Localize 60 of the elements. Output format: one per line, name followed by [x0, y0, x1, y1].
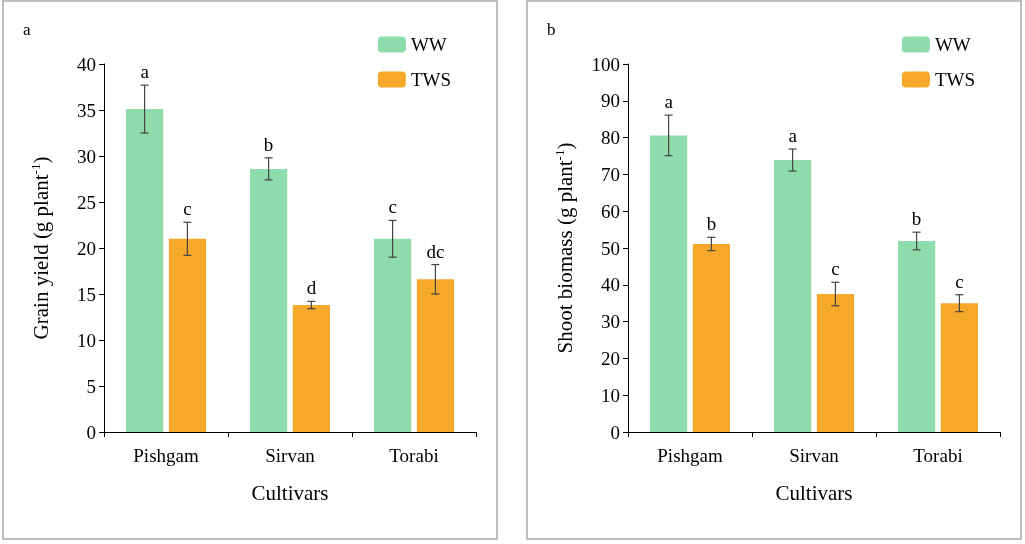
y-tick-label: 15	[77, 283, 96, 305]
y-tick-label: 10	[77, 329, 96, 351]
x-axis-title: Cultivars	[775, 480, 853, 505]
bar	[692, 243, 730, 432]
bar	[774, 160, 812, 432]
x-tick-label: Pishgam	[133, 445, 199, 466]
x-tick-label: Torabi	[913, 445, 963, 466]
y-tick-label: 0	[610, 421, 620, 443]
y-tick-label: 0	[86, 421, 96, 443]
y-axis-title: Shoot biomass (g plant-1)	[552, 142, 577, 354]
y-tick-label: 20	[601, 347, 620, 369]
data-label: b	[706, 213, 717, 235]
y-tick-label: 35	[77, 99, 96, 121]
x-tick-label: Sirvan	[265, 445, 316, 466]
y-tick-label: 80	[601, 127, 620, 149]
y-tick-label: 50	[601, 237, 620, 259]
bar	[374, 238, 412, 432]
legend-label: TWS	[934, 69, 975, 90]
data-label: c	[388, 196, 397, 218]
bar	[416, 279, 454, 432]
data-label: a	[788, 125, 798, 147]
legend-label: TWS	[410, 69, 451, 90]
chart-title: a	[23, 20, 31, 39]
x-tick-label: Pishgam	[657, 445, 723, 466]
y-tick-label: 40	[601, 274, 620, 296]
data-label: c	[183, 198, 192, 220]
bar	[292, 305, 330, 432]
legend-label: WW	[410, 34, 447, 55]
data-label: b	[263, 133, 274, 155]
legend-label: WW	[934, 34, 971, 55]
y-tick-label: 100	[591, 53, 620, 75]
bar	[650, 135, 688, 432]
y-tick-label: 25	[77, 191, 96, 213]
y-tick-label: 5	[86, 375, 96, 397]
data-label: dc	[426, 240, 445, 262]
y-tick-label: 90	[601, 90, 620, 112]
y-tick-label: 60	[601, 200, 620, 222]
y-tick-label: 30	[601, 311, 620, 333]
data-label: c	[955, 270, 964, 292]
y-tick-label: 30	[77, 145, 96, 167]
y-tick-label: 10	[601, 384, 620, 406]
data-label: b	[911, 208, 922, 230]
data-label: d	[306, 277, 317, 299]
y-axis-title: Grain yield (g plant-1)	[28, 156, 53, 340]
bar	[250, 168, 288, 432]
x-axis-title: Cultivars	[251, 480, 329, 505]
y-tick-label: 40	[77, 53, 96, 75]
chart-title: b	[547, 20, 556, 39]
y-tick-label: 20	[77, 237, 96, 259]
data-label: a	[140, 61, 150, 83]
bar	[898, 241, 936, 432]
data-label: a	[664, 91, 674, 113]
x-tick-label: Torabi	[389, 445, 439, 466]
data-label: c	[831, 258, 840, 280]
bar	[940, 303, 978, 432]
y-tick-label: 70	[601, 163, 620, 185]
bar	[168, 238, 206, 432]
bar	[126, 109, 164, 432]
bar	[816, 294, 854, 432]
x-tick-label: Sirvan	[789, 445, 840, 466]
